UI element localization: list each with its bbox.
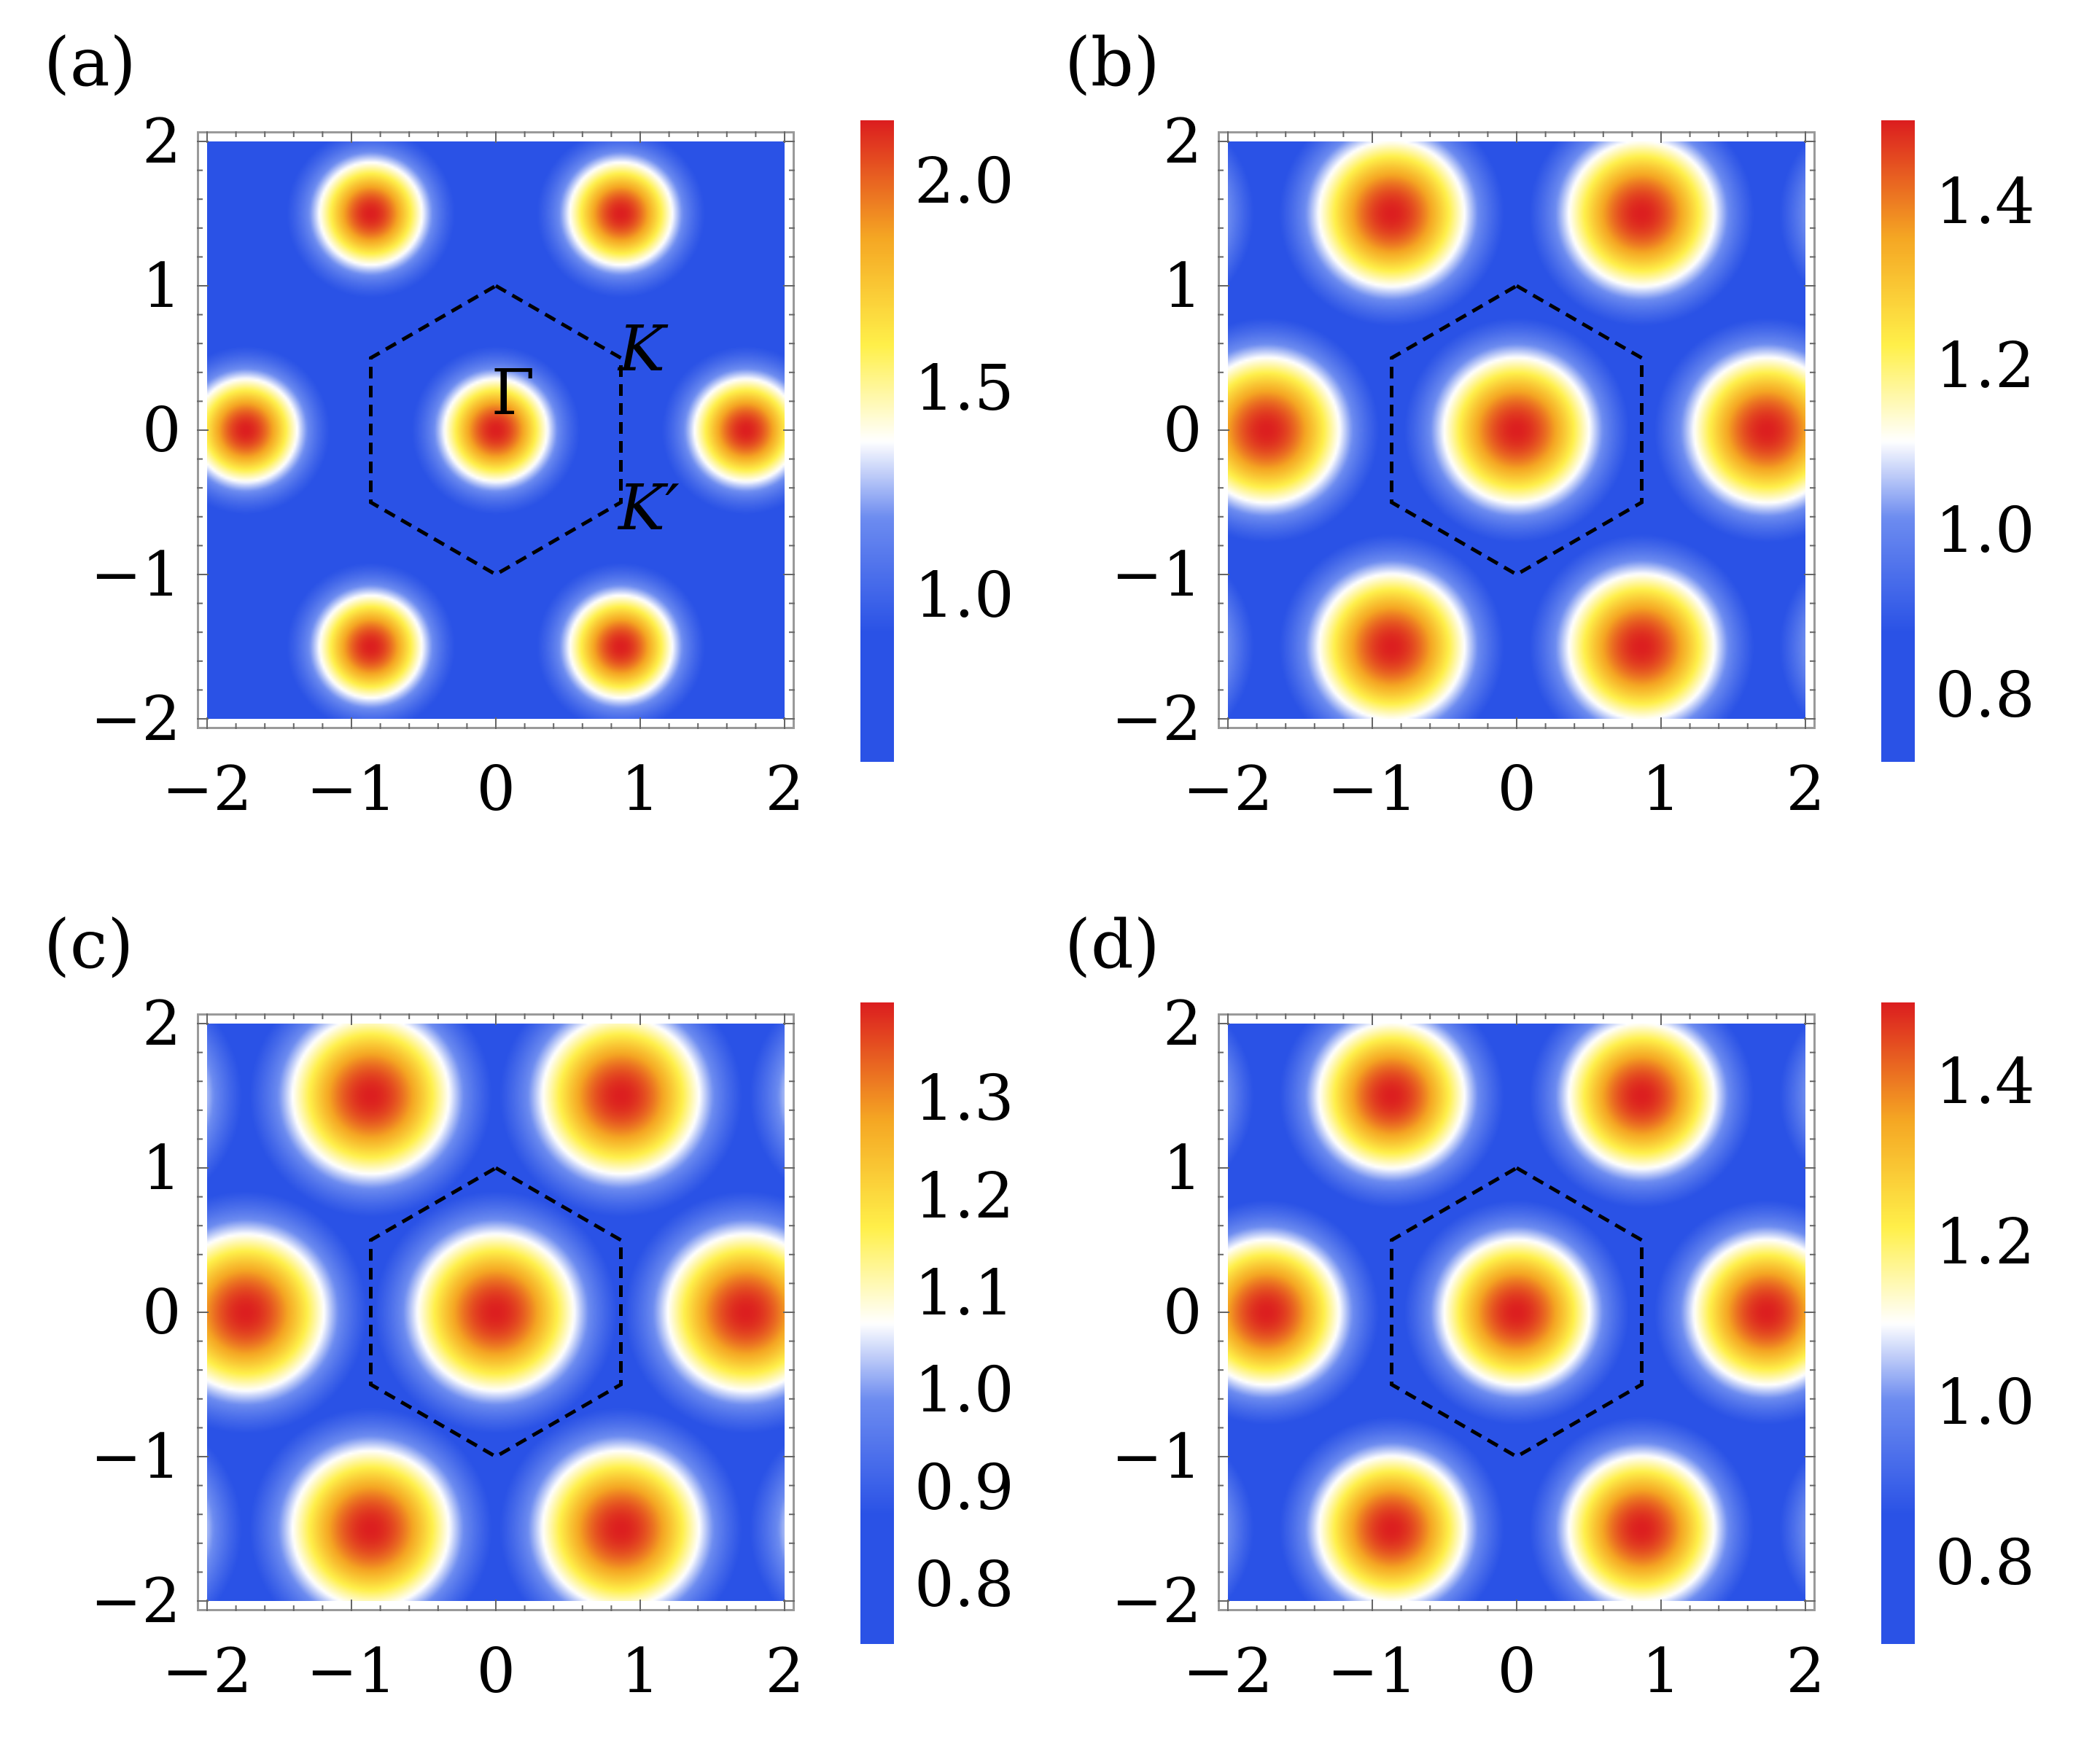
panel-c: (c) −2 −1 0 1 2 −2 −1 0 1 2 0.8 0.9 1.0 1.1 1.2 1.3 (44, 911, 1035, 1757)
heatmap (1228, 1024, 1805, 1601)
x-tick-label: 2 (1786, 1635, 1825, 1707)
x-tick-label: 0 (476, 753, 516, 825)
brillouin-zone-hexagon (1390, 1166, 1644, 1459)
brillouin-zone-hexagon (369, 1166, 623, 1459)
heatmap (207, 1024, 785, 1601)
x-tick-label: 2 (765, 753, 804, 825)
colorbar-tick-label: 1.0 (914, 1354, 1014, 1427)
y-tick-label: −2 (90, 1565, 181, 1637)
x-tick-label: 1 (1641, 753, 1681, 825)
x-tick-label: 2 (765, 1635, 804, 1707)
colorbar-tick-label: 0.8 (1935, 658, 2035, 732)
colorbar-tick-label: 1.1 (914, 1257, 1014, 1330)
colorbar-tick-label: 1.2 (914, 1159, 1014, 1233)
colorbar-tick-label: 1.0 (1935, 1366, 2035, 1439)
plot-overlay (1218, 1013, 1816, 1611)
x-tick-label: 1 (1641, 1635, 1681, 1707)
colorbar-tick-label: 0.9 (914, 1451, 1014, 1524)
y-tick-label: 2 (1163, 988, 1202, 1059)
y-tick-label: 0 (142, 1277, 182, 1348)
x-tick-label: −1 (1327, 1635, 1418, 1707)
plot-overlay (197, 131, 795, 729)
colorbar-tick-label: 1.2 (1935, 330, 2035, 403)
colorbar-tick-label: 0.8 (1935, 1527, 2035, 1600)
panel-b: (b) −2 −1 0 1 2 −2 −1 0 1 2 0.8 1.0 1.2 1.4 (1065, 29, 2056, 875)
brillouin-zone-hexagon (369, 284, 623, 577)
x-tick-label: 0 (476, 1635, 516, 1707)
y-tick-label: 1 (142, 250, 182, 322)
colorbar-tick-label: 1.2 (1935, 1206, 2035, 1279)
x-tick-label: 1 (621, 753, 660, 825)
x-tick-label: −2 (1183, 1635, 1273, 1707)
y-tick-label: −2 (1111, 1565, 1202, 1637)
panel-a: (a) −2 −1 0 1 2 −2 −1 0 1 2 Γ K K′ 1.0 1.5 2.0 (44, 29, 1035, 875)
y-tick-label: −1 (90, 1421, 181, 1492)
x-tick-label: 2 (1786, 753, 1825, 825)
y-tick-label: 2 (1163, 106, 1202, 177)
plot-overlay (197, 1013, 795, 1611)
brillouin-zone-hexagon (1390, 284, 1644, 577)
x-tick-label: −1 (306, 1635, 397, 1707)
colorbar-tick-label: 1.3 (914, 1062, 1014, 1136)
k-point-label: K (618, 313, 666, 386)
y-tick-label: −1 (1111, 539, 1202, 610)
colorbar (860, 120, 894, 762)
heatmap (207, 141, 785, 719)
y-tick-label: 2 (142, 106, 182, 177)
colorbar-tick-label: 1.4 (1935, 165, 2035, 238)
plot-overlay (1218, 131, 1816, 729)
colorbar (860, 1002, 894, 1644)
x-tick-label: 1 (621, 1635, 660, 1707)
heatmap (1228, 141, 1805, 719)
y-tick-label: 0 (1163, 394, 1202, 466)
k-prime-point-label: K′ (618, 471, 680, 545)
y-tick-label: 0 (142, 394, 182, 466)
y-tick-label: −1 (90, 539, 181, 610)
panel-label: (c) (44, 905, 134, 983)
x-tick-label: 0 (1497, 1635, 1536, 1707)
y-tick-label: 2 (142, 988, 182, 1059)
colorbar-tick-label: 2.0 (914, 145, 1014, 219)
colorbar-tick-label: 0.8 (914, 1548, 1014, 1621)
panel-label: (a) (44, 23, 136, 101)
y-tick-label: −2 (1111, 683, 1202, 755)
colorbar-tick-label: 1.5 (914, 352, 1014, 426)
panel-label: (d) (1065, 905, 1160, 983)
colorbar (1881, 1002, 1915, 1644)
gamma-point-label: Γ (491, 356, 535, 429)
y-tick-label: 1 (1163, 1132, 1202, 1204)
x-tick-label: −2 (162, 753, 252, 825)
x-tick-label: −1 (1327, 753, 1418, 825)
x-tick-label: −2 (1183, 753, 1273, 825)
colorbar-tick-label: 1.4 (1935, 1045, 2035, 1118)
x-tick-label: −2 (162, 1635, 252, 1707)
y-tick-label: 0 (1163, 1277, 1202, 1348)
colorbar-tick-label: 1.0 (914, 558, 1014, 632)
y-tick-label: −1 (1111, 1421, 1202, 1492)
colorbar-tick-label: 1.0 (1935, 494, 2035, 568)
y-tick-label: 1 (1163, 250, 1202, 322)
panel-label: (b) (1065, 23, 1160, 101)
y-tick-label: −2 (90, 683, 181, 755)
x-tick-label: −1 (306, 753, 397, 825)
y-tick-label: 1 (142, 1132, 182, 1204)
panel-d: (d) −2 −1 0 1 2 −2 −1 0 1 2 0.8 1.0 1.2 1.4 (1065, 911, 2056, 1757)
x-tick-label: 0 (1497, 753, 1536, 825)
colorbar (1881, 120, 1915, 762)
